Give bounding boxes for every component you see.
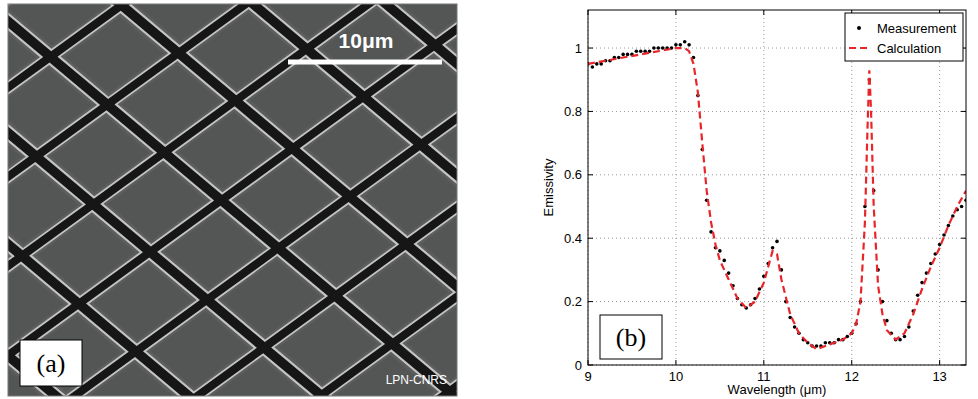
tick-mark xyxy=(939,360,940,365)
tick-mark xyxy=(588,301,593,302)
tick-mark xyxy=(588,111,593,112)
data-point xyxy=(775,240,779,244)
image-panel xyxy=(8,4,457,396)
data-point xyxy=(960,205,964,209)
tick-mark xyxy=(851,360,852,365)
data-point xyxy=(657,46,661,50)
data-point xyxy=(916,293,920,297)
image-credit: LPN-CNRS xyxy=(386,373,447,387)
pattern-square xyxy=(429,100,457,186)
data-point xyxy=(674,43,678,47)
data-point xyxy=(942,233,946,237)
data-point xyxy=(652,46,656,50)
tick-label: 12 xyxy=(844,369,858,384)
square-shade xyxy=(378,56,457,133)
data-line xyxy=(588,48,966,349)
tick-label: 0.6 xyxy=(564,167,582,182)
square-shade xyxy=(364,156,457,233)
tick-mark xyxy=(588,238,593,239)
square-shade xyxy=(435,104,457,181)
panel-label: (a) xyxy=(37,349,66,378)
square-shade xyxy=(407,303,457,380)
tick-label: 0.4 xyxy=(564,231,582,246)
data-point xyxy=(595,62,599,66)
tick-label: 9 xyxy=(584,369,591,384)
legend-marker xyxy=(849,47,871,49)
pattern-square xyxy=(401,299,457,385)
pattern-square xyxy=(444,4,457,86)
grid-line xyxy=(588,111,966,112)
x-axis-label: Wavelength (μm) xyxy=(728,382,827,397)
tick-mark xyxy=(961,301,966,302)
data-point xyxy=(824,341,828,345)
grid-line xyxy=(763,10,764,365)
square-array xyxy=(8,4,457,396)
image-border xyxy=(8,4,457,396)
scale-bar-label: 10μm xyxy=(339,29,394,52)
square-shade xyxy=(421,204,457,281)
tick-mark xyxy=(763,360,764,365)
grid-line xyxy=(588,238,966,239)
data-point xyxy=(626,53,630,57)
scale-bar xyxy=(288,60,442,65)
plot-marks xyxy=(588,40,966,349)
pattern-square xyxy=(372,52,457,138)
data-point xyxy=(679,43,683,47)
panel-label: (b) xyxy=(616,323,646,352)
legend-label: Calculation xyxy=(877,41,941,56)
grid-line xyxy=(939,10,940,365)
tick-mark xyxy=(961,238,966,239)
tick-mark xyxy=(588,174,593,175)
data-point xyxy=(947,224,951,228)
tick-label: 0.2 xyxy=(564,294,582,309)
data-point xyxy=(687,43,691,47)
data-point xyxy=(771,246,775,250)
tick-label: 1 xyxy=(575,41,582,56)
data-point xyxy=(683,40,687,44)
data-point xyxy=(635,49,639,53)
data-point xyxy=(639,49,643,53)
plot-background xyxy=(588,10,966,365)
pattern-square xyxy=(387,4,457,38)
data-point xyxy=(718,249,722,253)
tick-mark xyxy=(675,10,676,15)
tick-label: 0 xyxy=(575,358,582,373)
tick-mark xyxy=(763,10,764,15)
legend-marker xyxy=(857,26,861,30)
data-point xyxy=(722,259,726,263)
square-shade xyxy=(392,4,457,34)
tick-mark xyxy=(588,48,593,49)
grid-line xyxy=(675,10,676,365)
legend-label: Measurement xyxy=(877,21,957,36)
panel-label-box xyxy=(600,315,662,359)
tick-label: 10 xyxy=(669,369,683,384)
panel-label-box xyxy=(20,340,82,386)
pattern-square xyxy=(415,199,457,285)
data-point xyxy=(591,65,595,69)
grid-line xyxy=(588,174,966,175)
legend-box xyxy=(845,13,963,61)
tick-mark xyxy=(961,111,966,112)
tick-label: 13 xyxy=(932,369,946,384)
data-point xyxy=(621,53,625,57)
tick-mark xyxy=(961,174,966,175)
y-axis-label: Emissivity xyxy=(541,158,556,216)
square-shade xyxy=(449,5,457,82)
tick-mark xyxy=(675,360,676,365)
grid-line xyxy=(851,10,852,365)
plot-frame xyxy=(588,10,966,365)
grid-line xyxy=(588,301,966,302)
tick-label: 0.8 xyxy=(564,104,582,119)
data-point xyxy=(617,56,621,60)
